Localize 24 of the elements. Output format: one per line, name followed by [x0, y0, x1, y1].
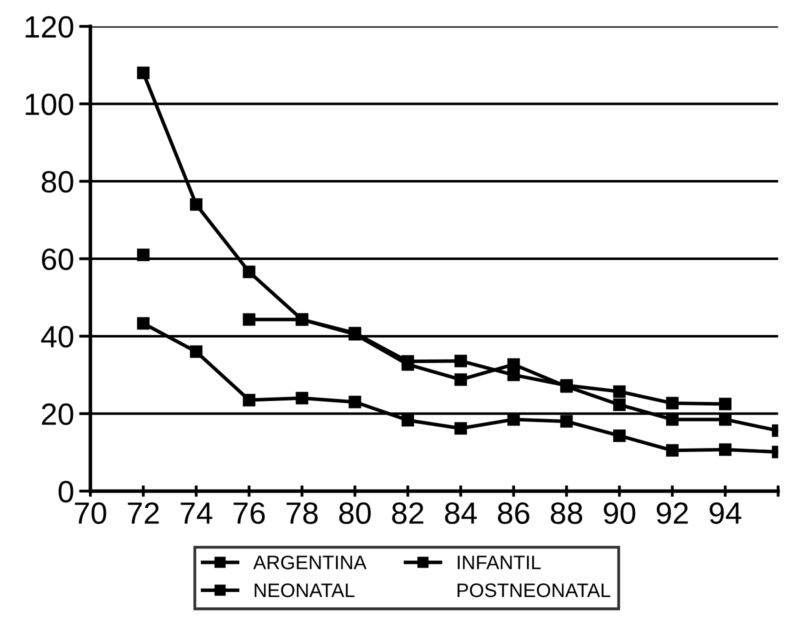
- x-tick-label: 76: [234, 502, 265, 524]
- x-tick-label: 80: [339, 502, 371, 524]
- y-tick-label: 40: [41, 326, 74, 348]
- x-tick-label: 90: [604, 502, 636, 524]
- x-tick-label: 86: [498, 502, 530, 524]
- y-tick-label: 80: [42, 171, 74, 193]
- x-tick-label: 94: [710, 502, 742, 524]
- legend-label: INFANTIL: [458, 556, 541, 570]
- text: POSTNEONATAL: [458, 583, 610, 598]
- x-tick-label: 74: [180, 502, 212, 524]
- x-tick-label: 84: [445, 502, 477, 524]
- y-tick-label: 120: [26, 16, 74, 38]
- x-tick-label: 78: [286, 502, 318, 524]
- x-tick-label: 72: [128, 502, 159, 524]
- legend-label: ARGENTINA: [253, 556, 367, 570]
- y-tick-label: 20: [42, 403, 74, 426]
- x-tick-label: 88: [550, 502, 582, 524]
- x-tick-label: 70: [74, 502, 106, 524]
- y-tick-label: 60: [42, 248, 74, 270]
- x-tick-label: 82: [392, 502, 424, 524]
- y-tick-label: 100: [26, 94, 74, 116]
- y-tick-label: 0: [58, 480, 74, 502]
- x-tick-label: 92: [656, 502, 688, 524]
- legend-label: NEONATAL: [254, 583, 354, 598]
